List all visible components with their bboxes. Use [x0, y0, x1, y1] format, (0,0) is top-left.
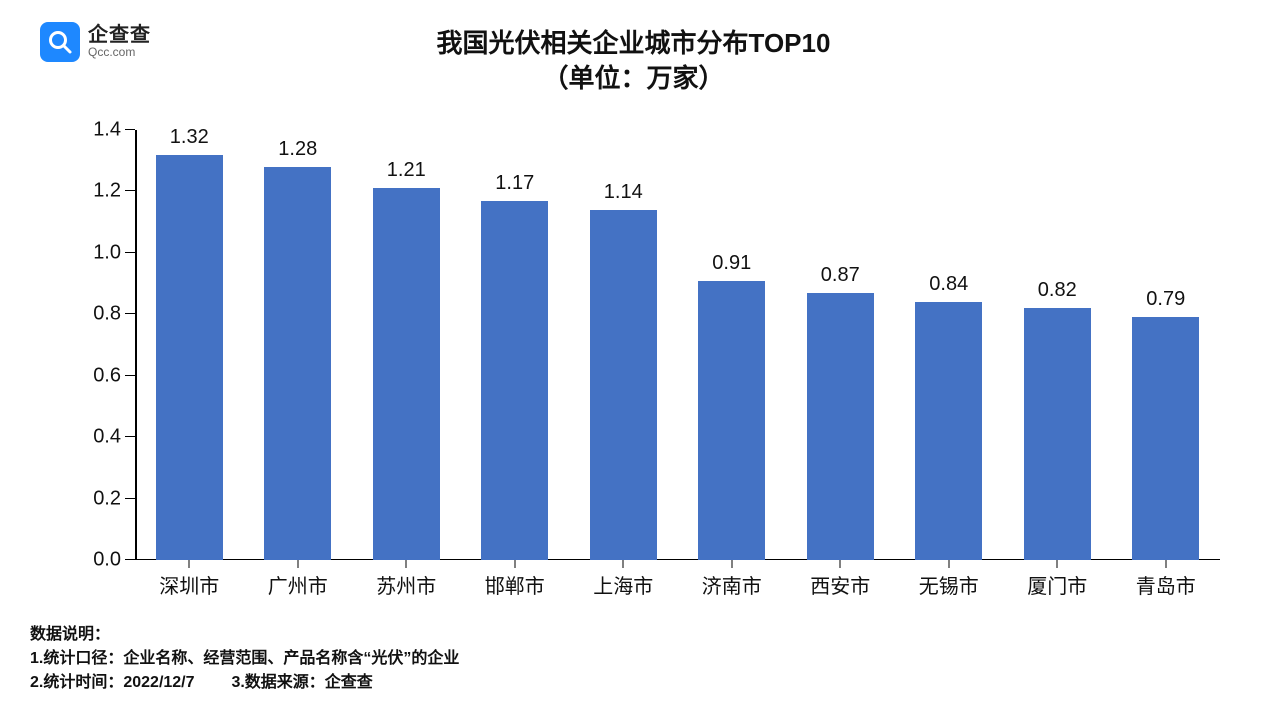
bar-slot: 1.14上海市: [590, 130, 657, 560]
bar-value-label: 1.17: [495, 172, 534, 195]
notes-line1: 1.统计口径：企业名称、经营范围、产品名称含“光伏”的企业: [30, 647, 459, 671]
bar: [264, 167, 331, 560]
bar-slot: 0.79青岛市: [1132, 130, 1199, 560]
bar-slot: 0.82厦门市: [1024, 130, 1091, 560]
bar: [1024, 308, 1091, 560]
bar-value-label: 0.79: [1146, 288, 1185, 311]
bar: [807, 293, 874, 560]
bars-container: 1.32深圳市 1.28广州市 1.21苏州市 1.17邯郸市 1.14上海市 0.91济…: [135, 130, 1220, 560]
y-tick: [125, 252, 135, 253]
x-tick: [623, 560, 624, 568]
bar-value-label: 1.14: [604, 181, 643, 204]
chart-title-line1: 我国光伏相关企业城市分布TOP10: [0, 26, 1267, 61]
bar-value-label: 0.84: [929, 273, 968, 296]
data-notes: 数据说明： 1.统计口径：企业名称、经营范围、产品名称含“光伏”的企业 2.统计…: [30, 623, 459, 695]
bar-value-label: 0.82: [1038, 279, 1077, 302]
bar: [915, 302, 982, 560]
x-axis-label: 青岛市: [1136, 570, 1196, 599]
bar-slot: 0.84无锡市: [915, 130, 982, 560]
bar-slot: 1.32深圳市: [156, 130, 223, 560]
y-tick: [125, 436, 135, 437]
x-axis-label: 苏州市: [376, 570, 436, 599]
y-tick: [125, 498, 135, 499]
bar-slot: 0.91济南市: [698, 130, 765, 560]
x-axis-label: 邯郸市: [485, 570, 545, 599]
y-axis-label: 1.2: [93, 180, 121, 203]
x-axis-label: 广州市: [268, 570, 328, 599]
bar-chart: 0.00.20.40.60.81.01.21.4 1.32深圳市1.28广州市1…: [70, 130, 1230, 600]
x-tick: [1057, 560, 1058, 568]
plot-area: 0.00.20.40.60.81.01.21.4 1.32深圳市1.28广州市1…: [135, 130, 1220, 560]
x-tick: [406, 560, 407, 568]
notes-line2b: 3.数据来源：企查查: [231, 674, 372, 691]
y-axis-label: 0.4: [93, 426, 121, 449]
x-tick: [731, 560, 732, 568]
bar-slot: 1.17邯郸市: [481, 130, 548, 560]
chart-title: 我国光伏相关企业城市分布TOP10 （单位：万家）: [0, 26, 1267, 96]
bar: [481, 201, 548, 560]
bar-slot: 0.87西安市: [807, 130, 874, 560]
x-tick: [948, 560, 949, 568]
bar-value-label: 1.21: [387, 159, 426, 182]
page: 企查查 Qcc.com 我国光伏相关企业城市分布TOP10 （单位：万家） 0.…: [0, 0, 1267, 713]
bar: [373, 188, 440, 560]
x-axis-label: 济南市: [702, 570, 762, 599]
bar: [156, 155, 223, 560]
notes-heading: 数据说明：: [30, 623, 459, 647]
y-axis-label: 0.6: [93, 364, 121, 387]
x-tick: [840, 560, 841, 568]
chart-title-line2: （单位：万家）: [0, 61, 1267, 96]
bar-value-label: 0.87: [821, 264, 860, 287]
bar-value-label: 1.32: [170, 126, 209, 149]
y-axis-label: 1.4: [93, 119, 121, 142]
y-axis-label: 0.0: [93, 549, 121, 572]
notes-line2: 2.统计时间：2022/12/7 3.数据来源：企查查: [30, 671, 459, 695]
y-tick: [125, 375, 135, 376]
y-axis-label: 0.8: [93, 303, 121, 326]
notes-line2a: 2.统计时间：2022/12/7: [30, 674, 195, 691]
x-tick: [297, 560, 298, 568]
y-tick: [125, 129, 135, 130]
x-axis-label: 上海市: [593, 570, 653, 599]
x-axis-label: 厦门市: [1027, 570, 1087, 599]
x-axis-label: 深圳市: [159, 570, 219, 599]
x-tick: [189, 560, 190, 568]
y-axis-label: 0.2: [93, 487, 121, 510]
x-axis-label: 西安市: [810, 570, 870, 599]
bar: [698, 281, 765, 561]
y-tick: [125, 313, 135, 314]
bar-slot: 1.28广州市: [264, 130, 331, 560]
y-tick: [125, 190, 135, 191]
y-axis-label: 1.0: [93, 241, 121, 264]
bar: [1132, 317, 1199, 560]
bar: [590, 210, 657, 560]
bar-slot: 1.21苏州市: [373, 130, 440, 560]
x-tick: [1165, 560, 1166, 568]
bar-value-label: 1.28: [278, 138, 317, 161]
x-tick: [514, 560, 515, 568]
y-tick: [125, 559, 135, 560]
bar-value-label: 0.91: [712, 252, 751, 275]
x-axis-label: 无锡市: [919, 570, 979, 599]
